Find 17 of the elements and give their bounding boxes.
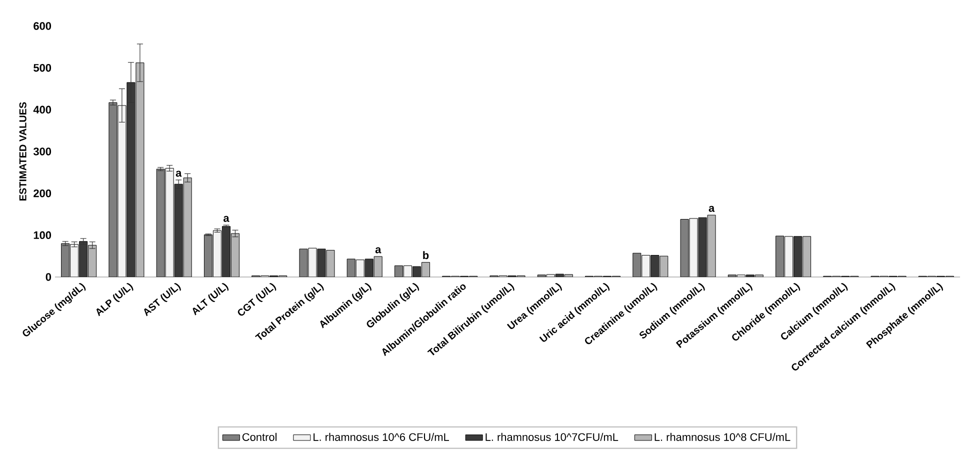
y-tick-label: 600	[34, 22, 52, 30]
legend-label: L. rhamnosus 10^6 CFU/mL	[314, 432, 449, 441]
legend-label: L. rhamnosus 10^7CFU/mL	[486, 432, 618, 441]
annotation: a	[224, 216, 230, 222]
y-tick-label: 400	[33, 106, 52, 114]
annotation: a	[375, 247, 382, 254]
annotation: a	[708, 206, 715, 212]
y-tick-label: 0	[46, 273, 52, 281]
y-tick-label: 100	[34, 231, 52, 240]
y-tick-label: 300	[33, 148, 52, 156]
annotation: b	[423, 251, 429, 260]
y-tick-label: 200	[34, 189, 52, 198]
y-axis-title: ESTIMATED VALUES	[19, 102, 26, 200]
annotation: a	[176, 170, 182, 177]
legend-label: Control	[242, 432, 276, 441]
legend-label: L. rhamnosus 10^8 CFU/mL	[654, 432, 790, 441]
y-tick-label: 500	[34, 64, 52, 72]
